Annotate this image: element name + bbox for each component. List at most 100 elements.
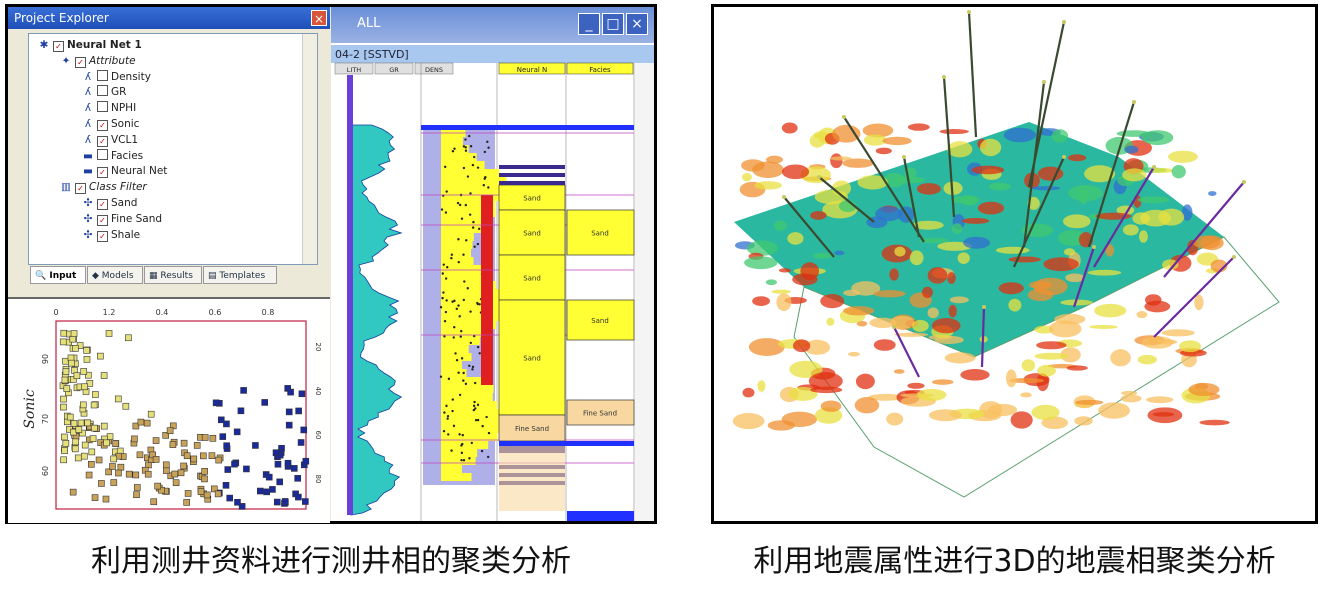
tree-item[interactable]: ʎ NPHI — [81, 101, 136, 115]
lithology-sand-band — [441, 385, 494, 393]
lithology-grain — [469, 341, 472, 345]
attribute-patch — [1009, 377, 1045, 384]
scatter-point — [212, 399, 220, 407]
lithology-grain — [478, 352, 481, 355]
lithology-grain — [464, 203, 468, 207]
right-tick-label: 40 — [314, 387, 322, 396]
tree-item-label: Shale — [111, 228, 141, 241]
lithology-grain — [481, 424, 484, 428]
lithology-sand-band — [441, 417, 501, 425]
minimize-icon[interactable]: _ — [578, 13, 600, 35]
attribute-patch — [1168, 150, 1198, 163]
tree-checkbox[interactable]: ✓ — [75, 56, 86, 68]
tree-item-label: Sonic — [111, 118, 140, 130]
attribute-patch — [742, 387, 755, 398]
tree-item[interactable]: ✦ ✓ Attribute — [59, 54, 136, 68]
tab-models[interactable]: ◆ Models — [87, 266, 143, 284]
scatter-point — [61, 447, 68, 454]
scatter-point — [122, 402, 130, 410]
attribute-patch — [1067, 154, 1087, 162]
close-icon[interactable]: × — [626, 13, 648, 35]
tree-item[interactable]: ✣ ✓ Sand — [81, 196, 137, 210]
attribute-patch — [868, 393, 903, 401]
maximize-icon[interactable]: □ — [602, 13, 624, 35]
tree-item[interactable]: ▬ Facies — [81, 148, 143, 163]
marker-bar — [499, 441, 634, 446]
tree-checkbox[interactable]: ✓ — [97, 230, 108, 242]
tree-scrollbar[interactable] — [302, 34, 317, 264]
wellhead-marker — [1092, 245, 1096, 249]
tree-checkbox[interactable]: ✓ — [97, 199, 108, 210]
tab-input[interactable]: 🔍 Input — [30, 266, 86, 284]
track-header-label: GR — [389, 66, 399, 74]
attribute-patch — [894, 246, 906, 257]
wellhead-marker — [1232, 255, 1236, 259]
facies-icon: ▬ — [83, 149, 93, 162]
tree-checkbox[interactable] — [97, 69, 108, 81]
tree-item[interactable]: ▬ ✓ Neural Net — [81, 164, 167, 179]
tree-item[interactable]: ✱ ✓ Neural Net 1 — [37, 38, 142, 52]
lithology-grain — [471, 365, 475, 369]
close-icon[interactable]: × — [311, 10, 327, 26]
tree-checkbox[interactable]: ✓ — [97, 167, 108, 179]
scatter-point — [110, 479, 118, 486]
attribute-patch — [1162, 259, 1179, 270]
well-trajectory — [1022, 81, 1046, 248]
lithology-grain — [476, 418, 480, 422]
tree-item[interactable]: ʎ ✓ Sonic — [81, 117, 139, 131]
scatter-point — [62, 440, 70, 447]
tree-item[interactable]: ʎ ✓ VCL1 — [81, 133, 138, 147]
neural-net-icon: ✱ — [39, 39, 49, 51]
lithology-sand-band — [441, 233, 474, 241]
tree-item[interactable]: ʎ Density — [81, 69, 151, 84]
wellhead-marker — [1062, 155, 1066, 159]
attribute-patch — [912, 319, 929, 332]
attribute-patch — [1105, 244, 1115, 257]
tree-item[interactable]: ʎ GR — [81, 85, 126, 99]
attribute-patch — [848, 351, 860, 357]
tree-item[interactable]: ✣ ✓ Shale — [81, 228, 140, 242]
tree-item-label: Attribute — [89, 54, 136, 67]
lithology-grain — [486, 455, 490, 459]
lithology-grain — [450, 256, 453, 260]
tree-checkbox[interactable] — [97, 85, 108, 97]
lithology-grain — [471, 368, 474, 371]
attribute-patch — [1158, 208, 1185, 226]
attribute-patch — [1051, 129, 1069, 143]
tree-checkbox[interactable] — [97, 101, 108, 113]
attribute-patch — [862, 123, 894, 138]
tree-checkbox[interactable]: ✓ — [97, 135, 108, 147]
attribute-patch — [1084, 165, 1116, 183]
tree-checkbox[interactable]: ✓ — [97, 120, 108, 131]
tab-results[interactable]: ▦ Results — [144, 266, 202, 284]
scatter-point — [200, 452, 207, 460]
project-tree[interactable]: ✱ ✓ Neural Net 1 ✦ ✓ Attribute ʎ Density ʎ GR ʎ NPH… — [28, 33, 318, 265]
tree-checkbox[interactable]: ✓ — [75, 183, 86, 195]
caption-seismic: 利用地震属性进行3D的地震相聚类分析 — [753, 544, 1276, 579]
scatter-point — [131, 435, 138, 443]
lithology-grain — [476, 302, 479, 306]
lithology-sand-band — [441, 257, 474, 265]
tree-item[interactable]: ✣ ✓ Fine Sand — [81, 212, 162, 226]
lithology-sand-band — [441, 177, 507, 185]
attribute-patch — [922, 286, 933, 299]
attribute-patch — [856, 320, 868, 327]
tab-templates[interactable]: ▤ Templates — [203, 266, 277, 284]
right-tick-label: 80 — [314, 475, 322, 484]
class-icon: ✣ — [83, 212, 93, 225]
lithology-grain — [444, 277, 448, 280]
scatter-point — [79, 401, 87, 409]
tree-checkbox[interactable]: ✓ — [97, 214, 108, 226]
well-trajectory — [980, 306, 986, 368]
lithology-grain — [455, 307, 458, 311]
tree-checkbox[interactable]: ✓ — [53, 41, 64, 52]
scatter-point — [117, 463, 125, 471]
tree-item[interactable]: ▥ ✓ Class Filter — [59, 180, 147, 195]
scatter-point — [136, 451, 144, 459]
lithology-grain — [476, 166, 480, 169]
tree-checkbox[interactable] — [97, 148, 108, 160]
lithology-grain — [446, 417, 449, 420]
scatter-point — [263, 488, 271, 496]
attribute-patch — [808, 372, 843, 391]
attribute-patch — [889, 268, 899, 281]
